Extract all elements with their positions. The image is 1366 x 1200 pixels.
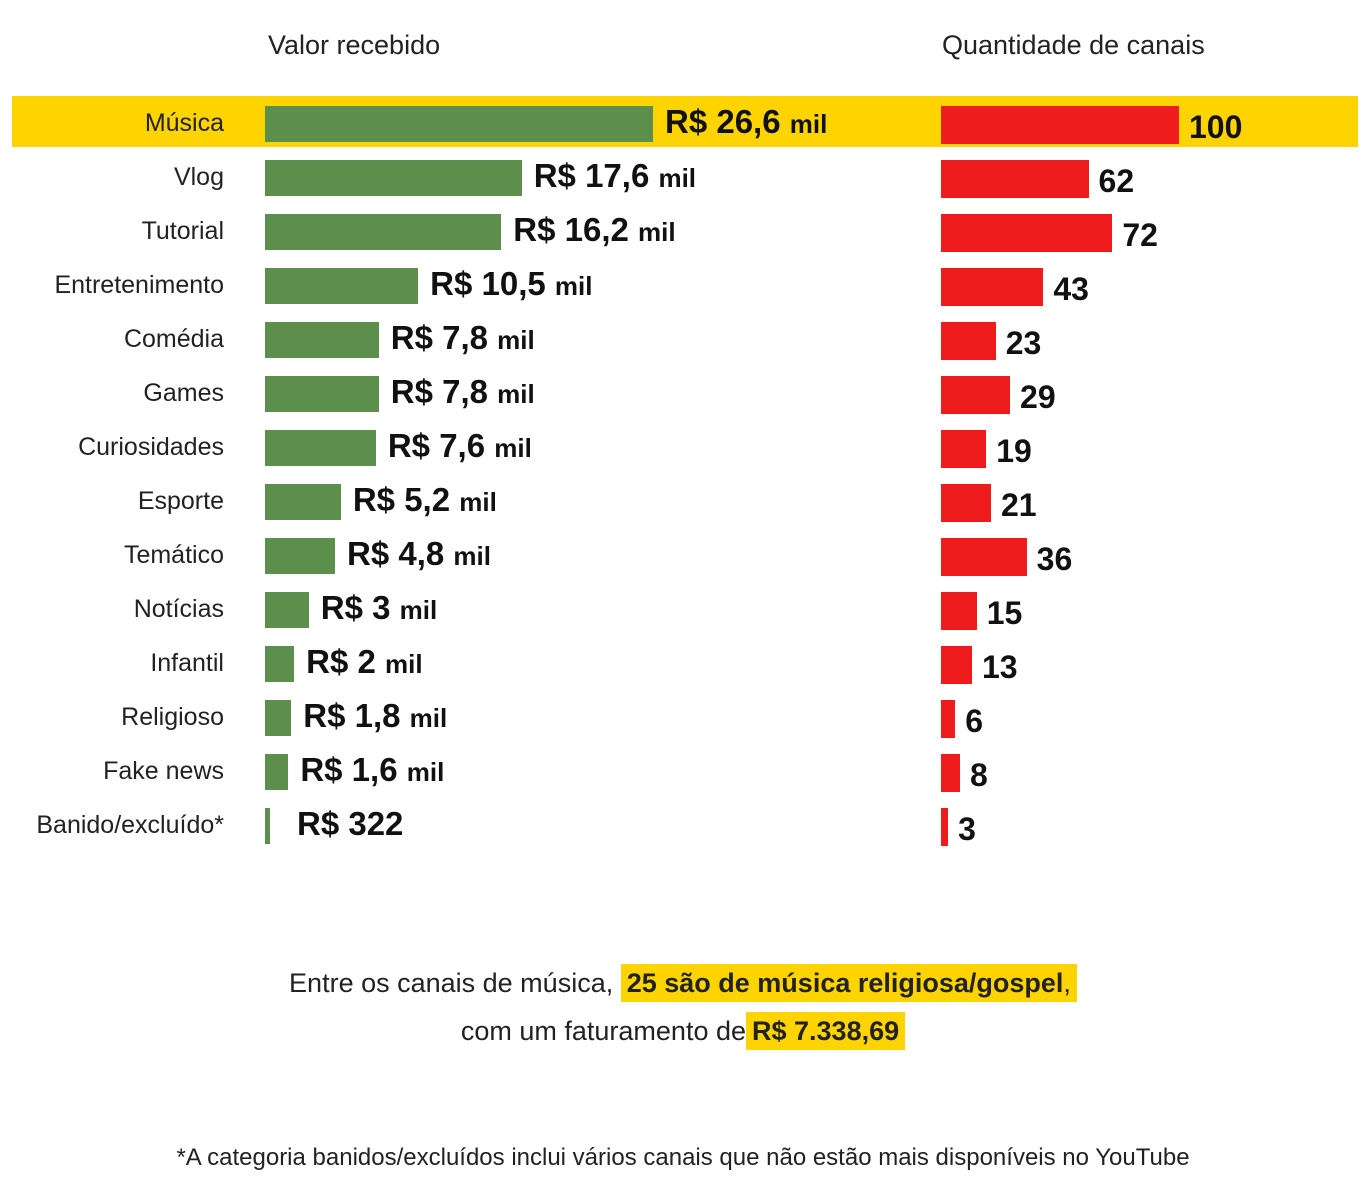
chart-row: Tutorial R$ 16,2 mil 72 (0, 205, 1366, 259)
count-label: 3 (958, 811, 976, 847)
note-line1-highlight-text: 25 são de música religiosa/gospel (626, 968, 1064, 998)
value-bar (265, 322, 379, 358)
value-bar (265, 214, 502, 250)
count-label: 6 (965, 703, 984, 739)
value-bar (265, 754, 289, 790)
value-bar (265, 646, 295, 682)
count-bar (941, 646, 972, 684)
category-label: Comédia (123, 325, 224, 353)
count-bar (941, 160, 1089, 198)
note-line2-prefix: com um faturamento de (460, 1016, 746, 1046)
value-bar (265, 700, 292, 736)
count-label: 43 (1053, 271, 1089, 307)
count-bar (941, 538, 1027, 576)
count-label: 36 (1036, 541, 1073, 577)
count-label: 8 (970, 757, 988, 793)
value-label: R$ 7,8 mil (390, 373, 535, 410)
note-line2-highlight: R$ 7.338,69 (746, 1012, 906, 1050)
note-line-1: Entre os canais de música, 25 são de mús… (0, 964, 1366, 1002)
category-label: Banido/excluído* (36, 811, 224, 839)
count-label: 100 (1189, 109, 1243, 145)
count-bar (941, 592, 977, 630)
count-bar (941, 106, 1179, 144)
count-label: 15 (986, 595, 1023, 631)
chart-row: Games R$ 7,8 mil 29 (0, 367, 1366, 421)
value-label: R$ 2 mil (306, 643, 423, 680)
count-bar (941, 484, 991, 522)
category-label: Entretenimento (54, 271, 224, 299)
count-bar (941, 808, 949, 846)
value-label: R$ 7,8 mil (390, 319, 535, 356)
category-label: Temático (123, 541, 224, 569)
value-label: R$ 16,2 mil (513, 211, 676, 248)
value-label: R$ 4,8 mil (347, 535, 491, 572)
note-line1-highlight: 25 são de música religiosa/gospel, (620, 964, 1077, 1002)
value-label: R$ 7,6 mil (387, 427, 532, 464)
left-column-title: Valor recebido (268, 30, 441, 60)
value-bar (265, 376, 379, 412)
count-bar (941, 376, 1011, 414)
value-label: R$ 10,5 mil (430, 265, 593, 302)
footnote: *A categoria banidos/excluídos inclui vá… (176, 1144, 1190, 1171)
count-label: 72 (1122, 217, 1158, 253)
category-label: Curiosidades (78, 433, 224, 461)
category-label: Esporte (137, 487, 224, 515)
chart-row: Religioso R$ 1,8 mil 6 (0, 691, 1366, 745)
count-label: 62 (1098, 163, 1135, 199)
chart-row: Banido/excluído* R$ 322 3 (0, 799, 1366, 853)
value-bar (265, 268, 419, 304)
category-label: Música (144, 109, 224, 137)
category-label: Religioso (121, 703, 224, 731)
count-bar (941, 268, 1044, 306)
count-bar (941, 430, 987, 468)
note-line1-suffix: , (1063, 968, 1071, 998)
value-bar (265, 160, 522, 196)
category-label: Fake news (103, 757, 224, 785)
category-label: Games (143, 379, 224, 407)
count-label: 19 (996, 433, 1032, 469)
chart-row: Música R$ 26,6 mil 100 (0, 97, 1366, 151)
value-label: R$ 1,6 mil (300, 751, 445, 788)
value-bar (265, 484, 341, 520)
chart-row: Comédia R$ 7,8 mil 23 (0, 313, 1366, 367)
count-label: 21 (1000, 487, 1037, 523)
value-label: R$ 5,2 mil (352, 481, 497, 518)
count-label: 13 (981, 649, 1018, 685)
value-bar (265, 430, 376, 466)
count-bar (941, 322, 996, 360)
category-label: Notícias (133, 595, 224, 623)
chart-row: Temático R$ 4,8 mil 36 (0, 529, 1366, 583)
value-bar (265, 106, 653, 142)
chart-row: Vlog R$ 17,6 mil 62 (0, 151, 1366, 205)
count-label: 29 (1020, 379, 1056, 415)
category-label: Vlog (173, 163, 224, 191)
value-label: R$ 17,6 mil (533, 157, 697, 194)
chart-row: Infantil R$ 2 mil 13 (0, 637, 1366, 691)
note-line1-prefix: Entre os canais de música, (289, 968, 614, 998)
value-label: R$ 3 mil (320, 589, 438, 626)
value-label: R$ 26,6 mil (665, 103, 828, 140)
chart-row: Notícias R$ 3 mil 15 (0, 583, 1366, 637)
chart-row: Esporte R$ 5,2 mil 21 (0, 475, 1366, 529)
chart-row: Curiosidades R$ 7,6 mil 19 (0, 421, 1366, 475)
category-label: Tutorial (141, 217, 224, 245)
note-line-2: com um faturamento de R$ 7.338,69 (0, 1012, 1366, 1050)
value-bar (265, 538, 335, 574)
value-label: R$ 1,8 mil (303, 697, 448, 734)
count-label: 23 (1005, 325, 1042, 361)
category-label: Infantil (150, 649, 224, 677)
chart-row: Entretenimento R$ 10,5 mil 43 (0, 259, 1366, 313)
value-bar (265, 592, 309, 628)
chart-row: Fake news R$ 1,6 mil 8 (0, 745, 1366, 799)
right-column-title: Quantidade de canais (942, 30, 1205, 60)
value-bar (265, 808, 270, 844)
count-bar (941, 214, 1113, 252)
count-bar (941, 700, 956, 738)
count-bar (941, 754, 961, 792)
value-label: R$ 322 (297, 805, 404, 842)
